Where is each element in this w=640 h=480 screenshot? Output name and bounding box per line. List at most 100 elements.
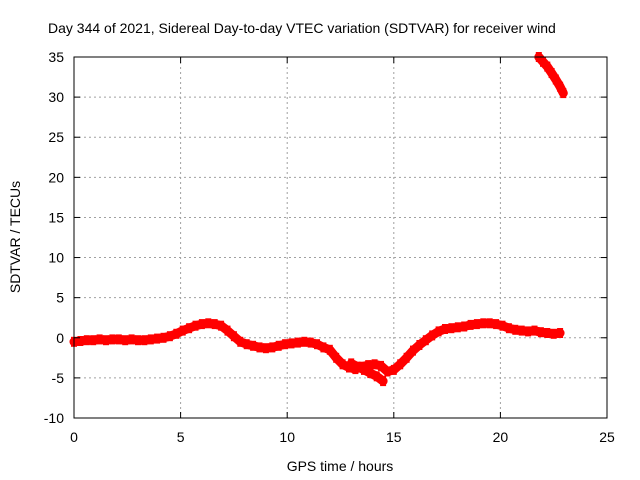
data-point: [403, 352, 410, 363]
data-point: [560, 88, 567, 99]
x-tick-label: 20: [493, 429, 509, 445]
data-point: [435, 326, 442, 337]
data-point: [525, 326, 532, 337]
data-point: [467, 319, 474, 330]
data-series: [69, 52, 568, 387]
data-point: [397, 359, 404, 370]
data-point: [544, 328, 551, 338]
data-point: [518, 325, 525, 336]
data-point: [557, 81, 564, 92]
data-point: [198, 319, 205, 330]
y-tick-label: 5: [56, 290, 64, 306]
data-point: [371, 359, 378, 370]
data-point: [486, 318, 493, 329]
data-point: [339, 359, 346, 370]
data-point: [211, 319, 218, 330]
grid: [74, 57, 607, 418]
data-point: [256, 342, 263, 353]
data-point: [361, 364, 367, 375]
data-point: [454, 322, 461, 333]
y-tick-label: 30: [48, 89, 64, 105]
data-point: [160, 332, 167, 343]
plot-frame: [73, 56, 608, 419]
data-point: [173, 328, 180, 339]
data-point: [288, 338, 295, 349]
data-point: [442, 324, 448, 334]
data-point: [552, 74, 559, 85]
data-point: [275, 340, 282, 351]
data-point: [365, 360, 372, 371]
data-point: [250, 340, 257, 351]
data-point: [380, 376, 387, 387]
data-point: [429, 330, 436, 341]
data-point: [548, 68, 555, 78]
y-tick-label: 10: [48, 250, 64, 266]
data-point: [448, 323, 455, 334]
data-point: [422, 335, 429, 346]
data-point: [83, 335, 90, 346]
data-point: [237, 336, 244, 347]
data-point: [128, 334, 135, 345]
data-point: [367, 368, 374, 379]
data-point: [531, 325, 538, 336]
y-axis-label: SDTVAR / TECUs: [7, 181, 23, 293]
data-point: [461, 321, 468, 332]
data-point: [544, 61, 551, 72]
y-tick-label: -10: [44, 410, 64, 426]
x-tick-label: 10: [279, 429, 295, 445]
data-point: [115, 334, 122, 345]
y-tick-label: 0: [56, 330, 64, 346]
chart-title: Day 344 of 2021, Sidereal Day-to-day VTE…: [48, 20, 556, 36]
data-point: [416, 340, 423, 350]
data-point: [373, 371, 380, 382]
data-point: [301, 336, 308, 347]
data-point: [77, 336, 84, 346]
data-point: [243, 339, 250, 350]
data-point: [262, 343, 269, 354]
data-point: [512, 324, 519, 335]
x-tick-label: 5: [177, 429, 185, 445]
data-point: [166, 331, 173, 342]
data-point: [294, 337, 301, 348]
data-point: [537, 327, 544, 338]
data-point: [282, 339, 289, 350]
data-point: [103, 335, 109, 346]
x-tick-label: 25: [599, 429, 615, 445]
data-point: [147, 334, 154, 345]
y-tick-label: 25: [48, 129, 64, 145]
y-tick-label: 15: [48, 209, 64, 225]
data-point: [141, 335, 148, 346]
axis-ticks: 0 5 10 15 20 25 -10 -5 0 5 10 15 20 25 30 35: [44, 49, 615, 445]
y-tick-label: -5: [52, 370, 65, 386]
data-point: [333, 352, 340, 363]
data-point: [192, 320, 199, 331]
data-point: [499, 320, 506, 331]
data-point: [135, 335, 141, 346]
data-point: [410, 345, 416, 356]
data-point: [348, 358, 355, 369]
data-point: [493, 319, 500, 330]
data-point: [96, 334, 103, 345]
data-point: [557, 328, 564, 338]
x-axis-label: GPS time / hours: [287, 458, 394, 474]
data-point: [540, 56, 546, 67]
data-point: [354, 361, 361, 372]
data-point: [205, 318, 212, 329]
data-point: [378, 360, 384, 371]
data-point: [390, 364, 397, 375]
x-tick-label: 0: [70, 429, 78, 445]
data-point: [384, 366, 391, 377]
y-tick-label: 35: [48, 49, 64, 65]
data-point: [186, 323, 193, 334]
data-point: [505, 323, 512, 334]
x-tick-label: 15: [386, 429, 402, 445]
data-point: [122, 335, 129, 346]
y-tick-label: 20: [48, 169, 64, 185]
data-point: [480, 318, 487, 329]
data-point: [307, 337, 314, 348]
data-point: [109, 334, 116, 345]
data-point: [473, 319, 480, 330]
data-point: [326, 344, 333, 355]
data-point: [154, 333, 161, 344]
